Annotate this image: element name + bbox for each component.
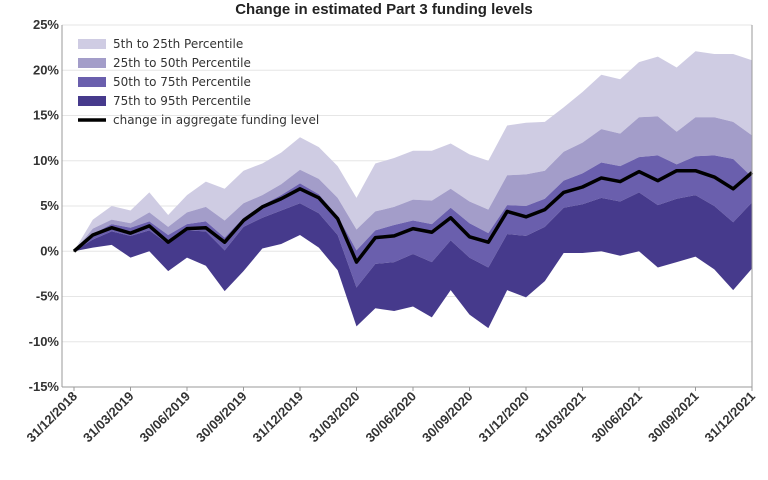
aggregate-point <box>299 188 301 190</box>
x-tick-label: 30/06/2019 <box>136 389 193 446</box>
legend-swatch <box>78 77 106 87</box>
aggregate-point <box>732 188 734 190</box>
aggregate-point <box>224 241 226 243</box>
aggregate-point <box>111 227 113 229</box>
aggregate-point <box>713 176 715 178</box>
x-tick-label: 31/12/2018 <box>23 389 80 446</box>
legend-swatch <box>78 39 106 49</box>
legend-item: 75th to 95th Percentile <box>78 94 251 108</box>
legend-label: 5th to 25th Percentile <box>113 37 243 51</box>
aggregate-point <box>205 227 207 229</box>
x-tick-label: 30/09/2020 <box>419 389 476 446</box>
chart-title: Change in estimated Part 3 funding level… <box>235 1 533 18</box>
aggregate-point <box>92 234 94 236</box>
y-tick-label: 25% <box>33 17 59 32</box>
aggregate-point <box>261 206 263 208</box>
aggregate-point <box>619 181 621 183</box>
aggregate-point <box>676 170 678 172</box>
x-tick-label: 31/03/2019 <box>80 389 137 446</box>
legend-item: 25th to 50th Percentile <box>78 56 251 70</box>
legend: 5th to 25th Percentile 25th to 50th Perce… <box>78 37 319 127</box>
band-25th-to-50th <box>74 116 752 252</box>
legend-label: 75th to 95th Percentile <box>113 94 251 108</box>
aggregate-point <box>280 198 282 200</box>
aggregate-point <box>695 170 696 172</box>
legend-label: 25th to 50th Percentile <box>113 56 251 70</box>
aggregate-point <box>582 186 583 188</box>
x-tick-label: 30/09/2021 <box>645 389 702 446</box>
aggregate-point <box>469 236 470 238</box>
aggregate-point <box>243 219 244 221</box>
x-tick-label: 31/12/2020 <box>475 389 532 446</box>
y-tick-label: 10% <box>33 153 59 168</box>
percentile-areas <box>74 51 752 329</box>
aggregate-point <box>318 197 320 199</box>
y-tick-label: 15% <box>33 108 59 123</box>
x-tick-label: 31/03/2020 <box>306 389 363 446</box>
x-tick-label: 31/03/2021 <box>532 389 589 446</box>
aggregate-point <box>563 191 565 193</box>
aggregate-point <box>356 261 357 263</box>
aggregate-point <box>186 228 188 230</box>
legend-label: 50th to 75th Percentile <box>113 75 251 89</box>
aggregate-point <box>130 232 131 234</box>
legend-label: change in aggregate funding level <box>113 113 319 127</box>
y-tick-label: -15% <box>29 379 60 394</box>
aggregate-point <box>148 225 150 227</box>
x-tick-label: 30/06/2021 <box>588 389 645 446</box>
legend-item: change in aggregate funding level <box>78 113 319 127</box>
y-tick-label: 20% <box>33 62 59 77</box>
y-tick-label: -10% <box>29 334 60 349</box>
x-tick-label: 30/06/2020 <box>362 389 419 446</box>
legend-item: 50th to 75th Percentile <box>78 75 251 89</box>
aggregate-point <box>450 217 452 219</box>
legend-swatch <box>78 58 106 68</box>
x-tick-label: 31/12/2021 <box>701 389 758 446</box>
aggregate-point <box>525 216 527 218</box>
y-tick-label: 0% <box>40 243 59 258</box>
legend-item: 5th to 25th Percentile <box>78 37 243 51</box>
aggregate-point <box>412 228 414 230</box>
aggregate-point <box>167 241 169 243</box>
aggregate-point <box>506 210 508 212</box>
y-tick-label: 5% <box>40 198 59 213</box>
aggregate-point <box>431 231 433 233</box>
x-tick-label: 30/09/2019 <box>193 389 250 446</box>
aggregate-point <box>544 209 546 211</box>
y-tick-label: -5% <box>36 289 60 304</box>
aggregate-point <box>657 180 659 182</box>
aggregate-point <box>393 235 395 237</box>
aggregate-point <box>374 237 376 239</box>
aggregate-point <box>73 250 75 252</box>
band-5th-to-25th <box>74 51 752 252</box>
aggregate-point <box>487 241 489 243</box>
band-75th-to-95th <box>74 192 752 329</box>
legend-swatch <box>78 96 106 106</box>
aggregate-point <box>638 171 640 173</box>
aggregate-point <box>337 218 339 220</box>
aggregate-point <box>600 177 602 179</box>
x-tick-label: 31/12/2019 <box>249 389 306 446</box>
